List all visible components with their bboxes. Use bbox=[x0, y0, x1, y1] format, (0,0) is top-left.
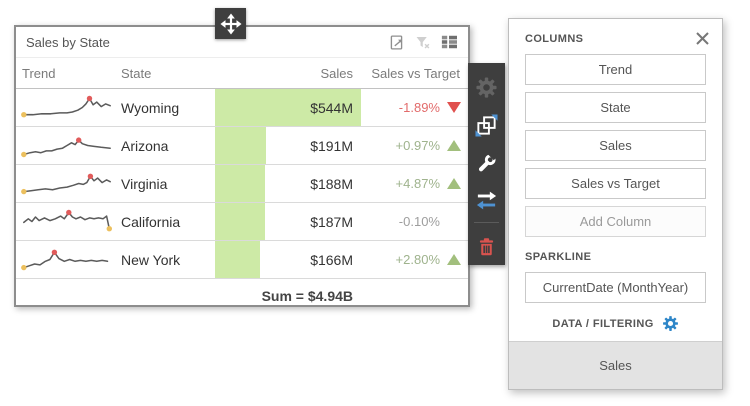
tools-wrench-icon[interactable] bbox=[468, 144, 505, 182]
delta-value: +4.87% bbox=[395, 176, 440, 191]
settings-gear-icon[interactable] bbox=[468, 69, 505, 107]
triangle-down-icon bbox=[447, 102, 461, 113]
column-header-state[interactable]: State bbox=[121, 65, 152, 81]
triangle-up-icon bbox=[447, 140, 461, 151]
delta-value: +2.80% bbox=[395, 252, 440, 267]
column-chooser-icon[interactable] bbox=[440, 34, 458, 50]
columns-section-label: COLUMNS bbox=[525, 33, 584, 45]
sales-cell: $166M bbox=[215, 241, 361, 278]
sales-data-bar bbox=[215, 165, 266, 202]
trend-cell bbox=[16, 241, 110, 278]
sparkline bbox=[21, 95, 111, 118]
columns-button-list: Trend State Sales Sales vs Target bbox=[525, 54, 706, 199]
column-button-trend[interactable]: Trend bbox=[525, 54, 706, 85]
table-row[interactable]: Wyoming $544M -1.89% bbox=[16, 89, 468, 127]
widget-title: Sales by State bbox=[26, 34, 110, 50]
sparkline-argument-button[interactable]: CurrentDate (MonthYear) bbox=[525, 272, 706, 303]
trend-cell bbox=[16, 89, 111, 126]
widget-move-handle[interactable] bbox=[215, 8, 246, 39]
sparkline-section-label: SPARKLINE bbox=[525, 251, 592, 263]
state-cell: Arizona bbox=[121, 137, 169, 154]
trend-cell bbox=[16, 127, 111, 164]
widget-side-toolbar bbox=[468, 63, 505, 265]
sales-data-bar bbox=[215, 241, 260, 278]
sales-value: $187M bbox=[310, 213, 353, 230]
delta-value: +0.97% bbox=[395, 138, 440, 153]
sparkline bbox=[21, 249, 109, 271]
column-button-state[interactable]: State bbox=[525, 92, 706, 123]
sales-cell: $187M bbox=[215, 203, 361, 240]
state-cell: California bbox=[121, 213, 181, 230]
close-icon[interactable] bbox=[695, 31, 710, 46]
table-row[interactable]: California $187M -0.10% bbox=[16, 203, 468, 241]
trend-cell bbox=[16, 165, 111, 202]
grid-summary-row: Sum = $4.94B bbox=[16, 279, 468, 312]
sales-cell: $188M bbox=[215, 165, 361, 202]
sales-cell: $544M bbox=[215, 89, 361, 126]
triangle-up-icon bbox=[447, 254, 461, 265]
sales-vs-target-cell: -1.89% bbox=[361, 89, 468, 126]
move-icon bbox=[219, 12, 242, 35]
sales-vs-target-cell: -0.10% bbox=[361, 203, 468, 240]
sales-vs-target-cell: +2.80% bbox=[361, 241, 468, 278]
triangle-up-icon bbox=[447, 178, 461, 189]
column-header-sales-vs-target[interactable]: Sales vs Target bbox=[371, 65, 460, 81]
sales-vs-target-cell: +4.87% bbox=[361, 165, 468, 202]
grid-header-row: Trend State Sales Sales vs Target bbox=[16, 58, 468, 89]
widget-title-bar: Sales by State bbox=[16, 27, 468, 58]
trend-cell bbox=[16, 203, 112, 240]
sales-vs-target-cell: +0.97% bbox=[361, 127, 468, 164]
column-button-sales-vs-target[interactable]: Sales vs Target bbox=[525, 168, 706, 199]
clear-filter-icon[interactable] bbox=[414, 34, 431, 51]
sales-data-bar bbox=[215, 89, 361, 126]
sales-value: $191M bbox=[310, 137, 353, 154]
column-header-trend[interactable]: Trend bbox=[22, 65, 56, 81]
widget-options-panel: COLUMNS Trend State Sales Sales vs Target A… bbox=[508, 18, 723, 390]
sales-data-bar bbox=[215, 203, 266, 240]
delete-trash-icon[interactable] bbox=[468, 227, 505, 265]
state-cell: Wyoming bbox=[121, 99, 180, 116]
sparkline bbox=[21, 137, 111, 158]
sales-value: $166M bbox=[310, 251, 353, 268]
grid-widget-sales-by-state: Sales by State bbox=[14, 25, 470, 307]
sparkline bbox=[23, 209, 112, 232]
data-source-item-sales[interactable]: Sales bbox=[509, 341, 722, 389]
table-row[interactable]: Arizona $191M +0.97% bbox=[16, 127, 468, 165]
delta-value: -0.10% bbox=[398, 214, 440, 229]
convert-arrows-icon[interactable] bbox=[468, 182, 505, 220]
export-icon[interactable] bbox=[388, 34, 405, 51]
state-cell: New York bbox=[121, 251, 181, 268]
gear-icon[interactable] bbox=[662, 315, 679, 332]
sparkline bbox=[21, 173, 111, 195]
table-row[interactable]: New York $166M +2.80% bbox=[16, 241, 468, 279]
summary-text: Sum = $4.94B bbox=[261, 287, 353, 304]
column-header-sales[interactable]: Sales bbox=[320, 65, 353, 81]
no-indicator bbox=[447, 216, 461, 227]
sales-value: $188M bbox=[310, 175, 353, 192]
table-row[interactable]: Virginia $188M +4.87% bbox=[16, 165, 468, 203]
add-column-button[interactable]: Add Column bbox=[525, 206, 706, 237]
sales-cell: $191M bbox=[215, 127, 361, 164]
grid-rows: Wyoming $544M -1.89% Arizona $191M +0.97% Virg… bbox=[16, 89, 468, 279]
data-filtering-label: DATA / FILTERING bbox=[552, 317, 654, 330]
widget-title-icons bbox=[388, 34, 458, 51]
toolbar-divider bbox=[474, 222, 499, 224]
delta-value: -1.89% bbox=[398, 100, 440, 115]
sales-data-bar bbox=[215, 127, 267, 164]
column-button-sales[interactable]: Sales bbox=[525, 130, 706, 161]
state-cell: Virginia bbox=[121, 175, 168, 192]
resize-icon[interactable] bbox=[468, 107, 505, 145]
sales-value: $544M bbox=[310, 99, 353, 116]
